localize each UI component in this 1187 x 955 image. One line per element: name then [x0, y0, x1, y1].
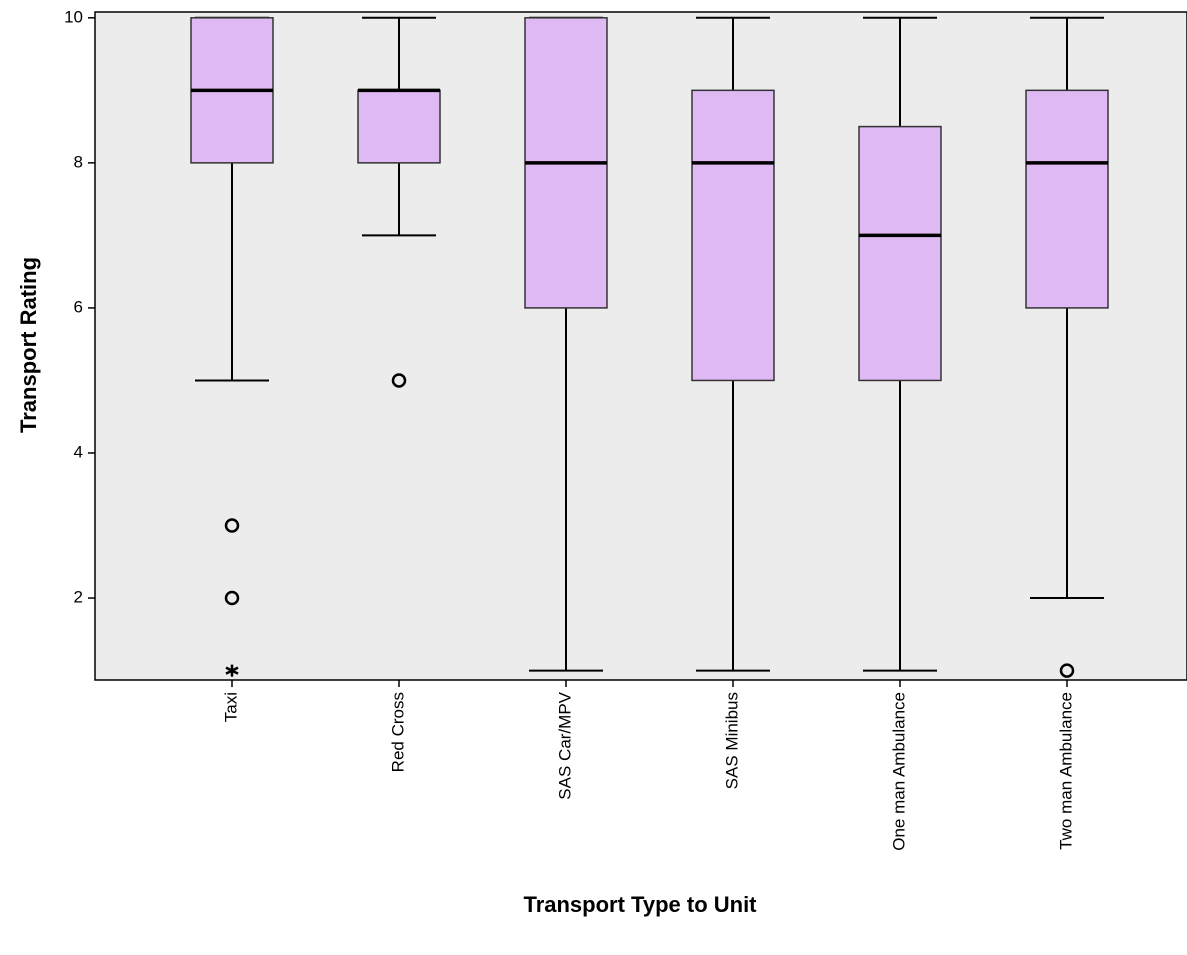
- plot-background: [94, 11, 1187, 681]
- outlier: [224, 518, 240, 533]
- y-tick-label: 2: [74, 588, 83, 607]
- box: [1025, 89, 1109, 309]
- x-tick-label: SAS Car/MPV: [555, 691, 574, 799]
- outlier: [391, 373, 407, 388]
- box-group: [691, 16, 775, 672]
- outlier: [1059, 663, 1075, 678]
- x-tick-label: Red Cross: [388, 692, 407, 772]
- x-tick-label: Taxi: [221, 692, 240, 722]
- y-tick-label: 10: [64, 7, 83, 26]
- x-tick-label: Two man Ambulance: [1056, 692, 1075, 850]
- outlier: [224, 590, 240, 606]
- box-group: [190, 16, 274, 677]
- box-group: [357, 16, 441, 388]
- x-axis-title: Transport Type to Unit: [523, 892, 757, 917]
- box: [691, 89, 775, 382]
- y-tick-label: 6: [74, 297, 83, 316]
- extreme: [225, 664, 239, 677]
- box-group: [858, 16, 942, 672]
- y-axis-title: Transport Rating: [16, 257, 41, 433]
- y-tick-label: 8: [74, 152, 83, 171]
- y-tick-label: 4: [74, 442, 83, 461]
- x-tick-label: One man Ambulance: [889, 692, 908, 851]
- x-tick-label: SAS Minibus: [722, 692, 741, 789]
- box: [357, 89, 441, 164]
- box: [858, 125, 942, 382]
- box-group: [524, 16, 608, 672]
- box-group: [1025, 16, 1109, 678]
